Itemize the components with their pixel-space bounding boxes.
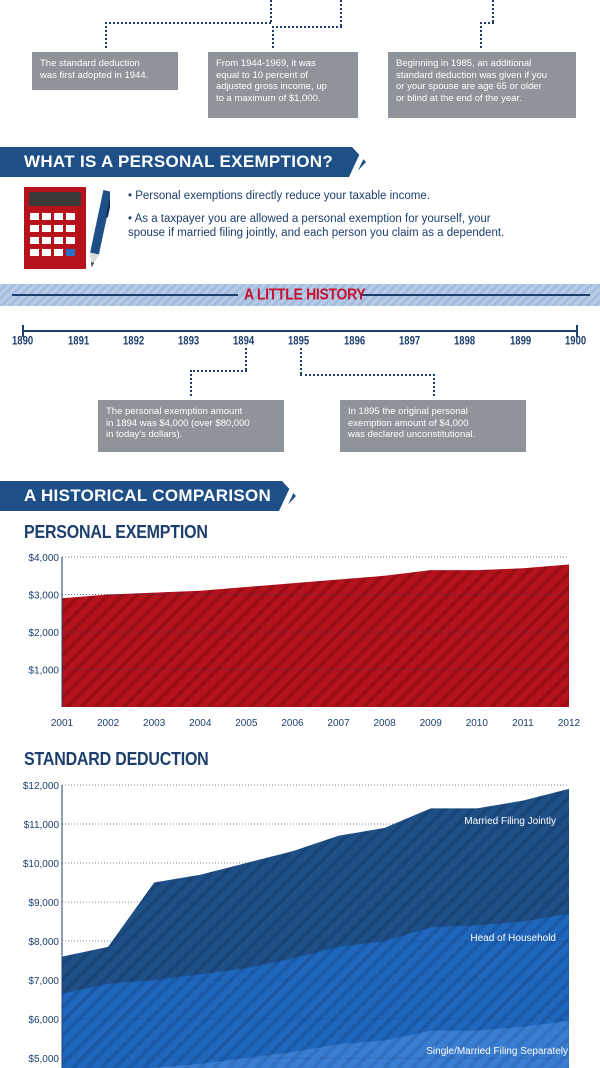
connector-line xyxy=(245,348,247,370)
x-tick-label: 2002 xyxy=(97,718,120,729)
history-note: In 1895 the original personal exemption … xyxy=(340,400,526,452)
timeline-year: 1895 xyxy=(288,334,310,349)
x-tick-label: 2003 xyxy=(143,718,166,729)
x-tick-label: 2007 xyxy=(327,718,350,729)
connector-line xyxy=(492,0,494,22)
timeline-tick xyxy=(576,325,578,337)
timeline-year: 1898 xyxy=(454,334,476,349)
connector-line xyxy=(340,0,342,26)
series-label: Head of Household xyxy=(470,933,556,944)
timeline-year: 1891 xyxy=(68,334,90,349)
connector-line xyxy=(190,370,247,372)
history-rule xyxy=(360,294,590,296)
connector-line xyxy=(300,374,435,376)
history-note: Beginning in 1985, an additional standar… xyxy=(388,52,576,118)
connector-line xyxy=(105,22,107,48)
y-tick-label: $5,000 xyxy=(28,1054,59,1065)
y-tick-label: $2,000 xyxy=(28,628,59,639)
history-rule xyxy=(12,294,238,296)
timeline-year: 1899 xyxy=(510,334,532,349)
history-note: The personal exemption amount in 1894 wa… xyxy=(98,400,284,452)
section-banner: WHAT IS A PERSONAL EXEMPTION? xyxy=(0,147,366,177)
timeline-year: 1894 xyxy=(233,334,255,349)
y-tick-label: $7,000 xyxy=(28,976,59,987)
timeline-axis xyxy=(22,330,578,332)
x-tick-label: 2005 xyxy=(235,718,258,729)
x-tick-label: 2008 xyxy=(374,718,397,729)
y-tick-label: $11,000 xyxy=(24,820,60,831)
x-tick-label: 2012 xyxy=(558,718,581,729)
exemption-bullet: • Personal exemptions directly reduce yo… xyxy=(128,190,430,202)
deduction-area xyxy=(62,913,569,1068)
section-banner-title: A HISTORICAL COMPARISON xyxy=(24,486,272,505)
connector-line xyxy=(105,22,271,24)
y-tick-label: $12,000 xyxy=(23,781,60,792)
connector-line xyxy=(190,370,192,396)
y-tick-label: $6,000 xyxy=(28,1015,59,1026)
personal-exemption-chart: $1,000 $2,000 $3,000 $4,000 2001 2002 2003 2004… xyxy=(28,553,581,729)
pen-icon xyxy=(88,188,113,272)
y-tick-label: $8,000 xyxy=(28,937,59,948)
connector-line xyxy=(433,374,435,396)
connector-line xyxy=(270,0,272,22)
history-note: The standard deduction was first adopted… xyxy=(32,52,178,90)
x-tick-label: 2010 xyxy=(466,718,489,729)
timeline-year: 1892 xyxy=(123,334,145,349)
exemption-bullet: • As a taxpayer you are allowed a person… xyxy=(128,213,505,239)
section-banner-title: WHAT IS A PERSONAL EXEMPTION? xyxy=(24,152,334,171)
connector-line xyxy=(272,26,274,48)
history-note: From 1944-1969, it was equal to 10 perce… xyxy=(208,52,358,118)
chart-title: STANDARD DEDUCTION xyxy=(24,750,209,770)
chart-title: PERSONAL EXEMPTION xyxy=(24,523,208,543)
y-tick-label: $10,000 xyxy=(23,859,60,870)
x-tick-label: 2006 xyxy=(281,718,304,729)
history-divider xyxy=(0,284,600,306)
y-tick-label: $4,000 xyxy=(28,553,59,564)
standard-deduction-chart: $5,000 $6,000 $7,000 $8,000 $9,000 $10,000 $11… xyxy=(23,781,569,1068)
y-tick-label: $1,000 xyxy=(28,666,59,677)
deduction-area xyxy=(148,1020,569,1068)
timeline-tick xyxy=(22,325,24,337)
history-title: A LITTLE HISTORY xyxy=(244,284,366,304)
calculator-icon xyxy=(24,187,86,269)
timeline-year: 1893 xyxy=(178,334,200,349)
x-tick-label: 2004 xyxy=(189,718,212,729)
connector-line xyxy=(272,26,342,28)
series-label: Single/Married Filing Separately xyxy=(426,1046,568,1057)
timeline: 1890 1891 1892 1893 1894 1895 1896 1897 … xyxy=(0,325,600,355)
connector-line xyxy=(480,22,494,24)
exemption-area xyxy=(62,564,569,707)
x-tick-label: 2011 xyxy=(512,718,534,729)
timeline-year: 1890 xyxy=(12,334,34,349)
x-tick-label: 2009 xyxy=(420,718,443,729)
series-label: Married Filing Jointly xyxy=(464,816,556,827)
connector-line xyxy=(480,22,482,48)
y-tick-label: $3,000 xyxy=(28,591,59,602)
section-banner: A HISTORICAL COMPARISON xyxy=(0,481,296,511)
timeline-year: 1897 xyxy=(399,334,421,349)
timeline-year: 1900 xyxy=(565,334,587,349)
x-tick-label: 2001 xyxy=(51,718,74,729)
timeline-year: 1896 xyxy=(344,334,366,349)
y-tick-label: $9,000 xyxy=(28,898,59,909)
connector-line xyxy=(300,348,302,374)
